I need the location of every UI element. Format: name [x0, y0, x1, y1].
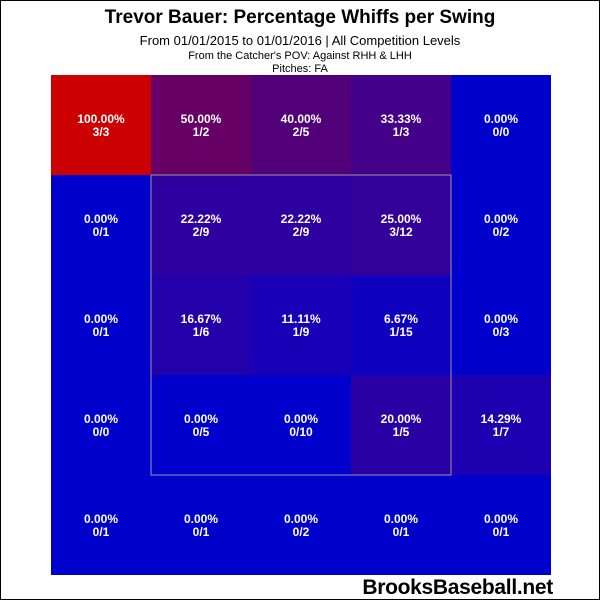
heatmap-cell-r0-c4 — [451, 75, 551, 175]
cell-percentage-label: 11.11% — [281, 312, 321, 326]
cell-percentage-label: 33.33% — [381, 112, 422, 126]
cell-count-label: 3/12 — [389, 225, 413, 239]
cell-count-label: 0/2 — [293, 525, 310, 539]
heatmap-cell-r3-c4 — [451, 375, 551, 475]
heatmap-cell-r1-c4 — [451, 175, 551, 275]
heatmap-cell-r3-c0 — [51, 375, 151, 475]
cell-percentage-label: 0.00% — [484, 112, 518, 126]
cell-count-label: 0/2 — [493, 225, 510, 239]
cell-count-label: 0/1 — [493, 525, 510, 539]
cell-count-label: 0/0 — [493, 125, 510, 139]
heatmap-cell-r0-c2 — [251, 75, 351, 175]
cell-percentage-label: 25.00% — [381, 212, 422, 226]
heatmap-cell-r4-c3 — [351, 475, 451, 575]
cell-count-label: 0/1 — [193, 525, 210, 539]
heatmap-cell-r4-c2 — [251, 475, 351, 575]
cell-percentage-label: 22.22% — [181, 212, 222, 226]
cell-count-label: 2/5 — [293, 125, 310, 139]
cell-count-label: 3/3 — [93, 125, 110, 139]
cell-count-label: 0/5 — [193, 425, 210, 439]
cell-count-label: 1/9 — [293, 325, 310, 339]
cell-percentage-label: 22.22% — [281, 212, 322, 226]
heatmap-cell-r3-c3 — [351, 375, 451, 475]
cell-percentage-label: 0.00% — [184, 512, 218, 526]
heatmap-cell-r2-c3 — [351, 275, 451, 375]
heatmap-cell-r1-c0 — [51, 175, 151, 275]
cell-count-label: 0/1 — [93, 225, 110, 239]
cell-count-label: 0/1 — [93, 525, 110, 539]
cell-percentage-label: 16.67% — [181, 312, 222, 326]
cell-count-label: 1/6 — [193, 325, 210, 339]
heatmap-cell-r4-c4 — [451, 475, 551, 575]
heatmap-cell-r3-c1 — [151, 375, 251, 475]
cell-percentage-label: 0.00% — [284, 512, 318, 526]
cell-count-label: 1/5 — [393, 425, 410, 439]
cell-count-label: 1/3 — [393, 125, 410, 139]
cell-percentage-label: 0.00% — [484, 212, 518, 226]
heatmap-cell-r3-c2 — [251, 375, 351, 475]
cell-percentage-label: 6.67% — [384, 312, 418, 326]
cell-percentage-label: 100.00% — [77, 112, 125, 126]
heatmap-cell-r0-c0 — [51, 75, 151, 175]
heatmap-cell-r2-c2 — [251, 275, 351, 375]
chart-subtitle: From 01/01/2015 to 01/01/2016 | All Comp… — [139, 33, 461, 48]
cell-percentage-label: 14.29% — [481, 412, 522, 426]
cell-percentage-label: 0.00% — [484, 312, 518, 326]
heatmap-cell-r1-c1 — [151, 175, 251, 275]
cell-count-label: 0/1 — [93, 325, 110, 339]
heatmap-cell-r2-c0 — [51, 275, 151, 375]
cell-count-label: 0/1 — [393, 525, 410, 539]
heatmap-cell-r1-c2 — [251, 175, 351, 275]
heatmap-cell-r1-c3 — [351, 175, 451, 275]
pov-note: From the Catcher's POV: Against RHH & LH… — [188, 50, 412, 62]
heatmap-cell-r4-c1 — [151, 475, 251, 575]
cell-percentage-label: 0.00% — [84, 312, 118, 326]
cell-percentage-label: 0.00% — [284, 412, 318, 426]
heatmap-cell-r2-c4 — [451, 275, 551, 375]
cell-count-label: 1/15 — [389, 325, 413, 339]
heatmap-cell-r2-c1 — [151, 275, 251, 375]
cell-percentage-label: 50.00% — [181, 112, 222, 126]
cell-count-label: 2/9 — [293, 225, 310, 239]
heatmap-cell-r0-c3 — [351, 75, 451, 175]
cell-count-label: 0/3 — [493, 325, 510, 339]
cell-percentage-label: 0.00% — [484, 512, 518, 526]
strike-zone-outline — [150, 174, 452, 476]
cell-percentage-label: 0.00% — [84, 512, 118, 526]
cell-count-label: 1/7 — [493, 425, 510, 439]
brooksbaseball-watermark: BrooksBaseball.net — [362, 576, 553, 599]
cell-percentage-label: 0.00% — [384, 512, 418, 526]
cell-count-label: 2/9 — [193, 225, 210, 239]
cell-percentage-label: 40.00% — [281, 112, 322, 126]
chart-title: Trevor Bauer: Percentage Whiffs per Swin… — [104, 7, 496, 28]
cell-percentage-label: 0.00% — [84, 212, 118, 226]
heatmap-cell-r4-c0 — [51, 475, 151, 575]
cell-percentage-label: 0.00% — [84, 412, 118, 426]
cell-count-label: 0/0 — [93, 425, 110, 439]
pitches-note: Pitches: FA — [272, 63, 328, 75]
heatmap-cell-r0-c1 — [151, 75, 251, 175]
cell-count-label: 0/10 — [289, 425, 313, 439]
cell-count-label: 1/2 — [193, 125, 210, 139]
cell-percentage-label: 20.00% — [381, 412, 422, 426]
cell-percentage-label: 0.00% — [184, 412, 218, 426]
